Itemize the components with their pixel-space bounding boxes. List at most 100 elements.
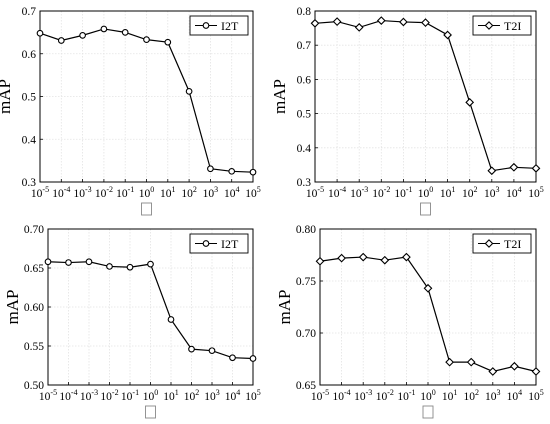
legend-box <box>189 15 249 36</box>
legend: T2I <box>472 233 532 254</box>
x-tick-label: 10-4 <box>333 388 351 403</box>
y-tick-label: 0.5 <box>22 92 37 104</box>
x-tick-label: 103 <box>203 185 219 200</box>
data-point <box>185 88 193 95</box>
x-tick-label: 10-3 <box>74 185 92 200</box>
y-tick-label: 0.60 <box>24 302 44 314</box>
y-tick-label: 0.6 <box>22 49 37 61</box>
legend-marker <box>202 240 210 247</box>
data-point <box>354 23 364 32</box>
data-point <box>188 345 195 353</box>
data-point <box>315 256 325 266</box>
legend-box <box>472 233 532 254</box>
x-tick-label: 100 <box>418 185 434 200</box>
legend-label: T2I <box>504 19 521 33</box>
y-tick-label: 0.50 <box>24 380 44 392</box>
x-tick-label: 10-4 <box>52 185 70 200</box>
data-point <box>100 25 108 33</box>
axes-box <box>319 228 537 386</box>
legend: T2I <box>472 15 532 36</box>
y-axis-label: mAP <box>270 79 289 114</box>
x-tick-label: 103 <box>204 388 220 403</box>
legend: I2T <box>189 233 249 254</box>
axes-box <box>314 10 537 183</box>
y-tick-label: 0.7 <box>22 6 37 18</box>
x-tick-label: 105 <box>528 185 544 200</box>
x-axis-label-glyph <box>422 405 434 419</box>
data-point <box>531 367 541 376</box>
data-point <box>423 283 433 293</box>
x-tick-label: 105 <box>528 388 544 403</box>
legend-label: I2T <box>221 19 239 33</box>
chart-panel-4: 10-5 10-4 10-3 10-2 10-1 100 101 102 103 104 1050.… <box>275 224 544 419</box>
y-axis-label: mAP <box>3 290 22 325</box>
x-tick-label: 10-1 <box>397 388 415 403</box>
y-tick-label: 0.65 <box>24 263 44 275</box>
y-tick-label: 0.55 <box>24 341 44 353</box>
data-point <box>207 165 214 173</box>
y-tick-label: 0.4 <box>297 143 312 155</box>
x-tick-label: 101 <box>160 185 176 200</box>
data-point <box>465 97 475 107</box>
x-axis-label-glyph <box>141 202 152 216</box>
data-point <box>79 32 86 39</box>
data-point <box>228 167 236 175</box>
x-axis-label-glyph <box>420 202 431 216</box>
x-tick-label: 100 <box>143 388 159 403</box>
data-point <box>358 252 368 262</box>
y-tick-label: 0.4 <box>22 134 37 146</box>
y-tick-label: 0.65 <box>296 380 316 392</box>
data-point <box>249 168 257 176</box>
y-tick-label: 0.6 <box>297 74 312 86</box>
data-point <box>376 16 386 25</box>
data-point <box>337 253 346 263</box>
x-tick-label: 101 <box>440 185 456 200</box>
data-point <box>229 354 236 362</box>
x-tick-label: 10-4 <box>328 185 346 200</box>
y-axis-label: mAP <box>275 290 294 325</box>
data-point <box>57 37 65 44</box>
x-tick-label: 101 <box>442 388 458 403</box>
x-tick-label: 10-2 <box>376 388 394 403</box>
y-tick-label: 0.7 <box>297 40 312 52</box>
data-point <box>36 29 44 37</box>
data-point <box>106 263 113 270</box>
data-point <box>332 17 342 26</box>
x-tick-label: 10-3 <box>354 388 372 403</box>
x-tick-label: 10-2 <box>100 388 118 403</box>
x-tick-label: 10-1 <box>116 185 134 200</box>
data-point <box>126 263 134 271</box>
data-point <box>531 163 541 173</box>
x-tick-label: 10-1 <box>121 388 139 403</box>
x-tick-label: 101 <box>163 388 179 403</box>
data-point <box>310 18 320 28</box>
data-point <box>249 355 257 362</box>
y-tick-label: 0.3 <box>22 177 37 189</box>
x-tick-label: 104 <box>225 388 241 403</box>
chart-panel-3: 10-5 10-4 10-3 10-2 10-1 100 101 102 103 104 1050.… <box>3 224 261 419</box>
y-tick-label: 0.70 <box>296 328 316 340</box>
legend-marker <box>484 239 494 248</box>
y-tick-label: 0.75 <box>296 276 316 288</box>
y-tick-label: 0.3 <box>297 177 312 189</box>
data-point <box>488 367 498 376</box>
x-tick-label: 102 <box>181 185 197 200</box>
x-tick-label: 103 <box>484 185 500 200</box>
data-point <box>85 258 93 266</box>
x-tick-label: 10-3 <box>350 185 368 200</box>
x-tick-label: 105 <box>245 388 261 403</box>
data-point <box>421 18 430 28</box>
chart-panel-2: 10-5 10-4 10-3 10-2 10-1 100 101 102 103 104 1050.… <box>270 6 544 216</box>
data-point <box>44 258 52 266</box>
data-point <box>143 36 150 43</box>
x-axis-label-glyph <box>145 405 156 419</box>
x-tick-label: 10-1 <box>394 185 412 200</box>
legend-box <box>472 15 532 36</box>
data-point <box>121 29 129 36</box>
x-tick-label: 104 <box>507 388 523 403</box>
legend-label: T2I <box>504 237 521 251</box>
data-point <box>402 252 411 262</box>
x-tick-label: 103 <box>485 388 501 403</box>
legend-label: I2T <box>221 237 239 251</box>
